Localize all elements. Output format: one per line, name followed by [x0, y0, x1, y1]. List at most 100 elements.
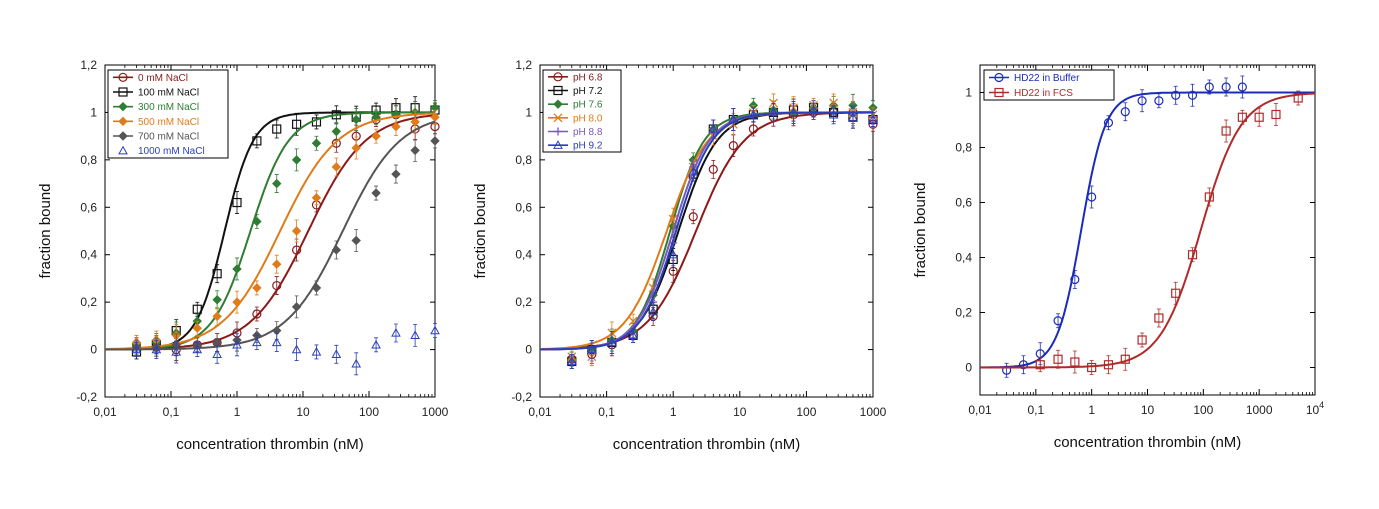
data-point [272, 124, 282, 134]
data-point [628, 330, 638, 340]
data-point [232, 197, 242, 208]
error-bar [154, 340, 159, 359]
data-point [331, 162, 342, 172]
x-tick-label: 1000 [860, 405, 887, 419]
error-bar [1173, 281, 1178, 305]
legend-marker [553, 85, 563, 96]
error-bar [711, 159, 716, 179]
data-point [1137, 96, 1147, 106]
x-tick-label: 0,01 [93, 405, 117, 419]
error-bar [1123, 347, 1128, 371]
x-tick-label: 10 [296, 405, 310, 419]
data-point [351, 358, 362, 368]
data-point [192, 304, 202, 314]
legend-label: 300 mM NaCl [138, 102, 199, 113]
data-point [1137, 335, 1147, 345]
error-bar [1089, 185, 1094, 209]
legend-label: pH 8.0 [573, 113, 603, 124]
error-bar [215, 264, 220, 284]
data-point [252, 337, 262, 347]
legend-label: 1000 mM NaCl [138, 146, 205, 157]
data-point [1053, 354, 1063, 364]
data-point [391, 169, 401, 179]
x-axis-label: concentration thrombin (nM) [176, 436, 364, 453]
y-tick-label: -0,2 [511, 390, 532, 404]
x-tick-label: 1 [1088, 403, 1095, 417]
data-point [607, 337, 617, 347]
error-bar [609, 331, 614, 354]
error-bar [1021, 355, 1026, 375]
data-point [271, 337, 282, 347]
error-bar [1140, 89, 1145, 113]
legend-marker [118, 116, 128, 127]
y-tick-label: 0,2 [80, 295, 97, 309]
data-point [688, 212, 698, 222]
data-point [252, 136, 262, 146]
error-bar [1140, 332, 1145, 348]
x-axis-label: concentration thrombin (nM) [1054, 434, 1242, 451]
legend: 0 mM NaCl 100 mM NaCl 300 mM NaCl 500 mM Na… [107, 69, 229, 159]
legend-marker [118, 87, 128, 97]
data-point [586, 344, 597, 354]
legend-box [983, 69, 1115, 101]
data-point [311, 283, 322, 293]
data-point [391, 121, 401, 132]
legend-marker [118, 101, 128, 112]
legend-label: 700 mM NaCl [138, 132, 199, 143]
data-point [1171, 288, 1181, 298]
legend-marker [118, 145, 128, 155]
y-tick-label: 0,6 [515, 200, 532, 214]
error-bar [1207, 187, 1212, 207]
data-point [708, 123, 719, 133]
data-point [351, 235, 361, 246]
data-point [292, 119, 302, 129]
y-tick-label: 1,2 [80, 58, 97, 72]
data-point [566, 356, 577, 366]
x-tick-label: 10 [733, 405, 747, 419]
error-bar [235, 191, 239, 214]
error-bar [791, 101, 796, 124]
legend-marker [553, 140, 563, 149]
data-point [1221, 126, 1231, 136]
error-bar [1089, 360, 1094, 375]
error-bar [1004, 362, 1009, 378]
data-point [410, 330, 420, 340]
y-tick-label: 0 [965, 361, 972, 375]
chart-panel-ph: -0,2 0 0,2 0,4 0,6 0,8 1 1,2 0,01 0,1 1 10 100 1000 co… [472, 58, 887, 453]
x-tick-label: 1 [234, 405, 241, 419]
data-point [192, 323, 202, 333]
error-bar [1257, 107, 1262, 127]
data-point [748, 124, 758, 134]
data-point [291, 302, 302, 312]
error-bar [1072, 270, 1077, 289]
data-point [291, 344, 302, 354]
legend-label: pH 7.2 [573, 86, 603, 97]
error-bar [413, 323, 418, 347]
y-tick-label: 1,2 [515, 58, 532, 72]
data-point [192, 344, 203, 354]
data-point [252, 283, 262, 293]
data-point [311, 346, 322, 356]
error-bar [671, 243, 676, 267]
data-point [212, 269, 222, 279]
legend: pH 6.8 pH 7.2 pH 7.6 pH 8.0 pH 8.8 pH 9.2 [542, 69, 622, 153]
legend-marker [994, 87, 1004, 98]
x-axis-label: concentration thrombin (nM) [613, 436, 801, 453]
error-bar [254, 133, 259, 149]
error-bar [1190, 247, 1195, 263]
legend-box [107, 69, 229, 159]
error-bar [174, 340, 179, 364]
data-point [252, 309, 262, 319]
data-point [410, 117, 420, 127]
data-point [728, 114, 739, 124]
series-hd22-in-fcs [980, 90, 1315, 375]
error-bar [393, 323, 398, 343]
error-bar [254, 306, 259, 322]
legend-label: HD22 in Buffer [1014, 73, 1080, 84]
series-ph-9-2 [540, 101, 878, 369]
x-tick-label: 0,1 [1027, 403, 1044, 417]
data-point [829, 98, 839, 108]
data-point [728, 141, 738, 151]
data-point [828, 109, 839, 119]
legend-box [542, 69, 622, 153]
